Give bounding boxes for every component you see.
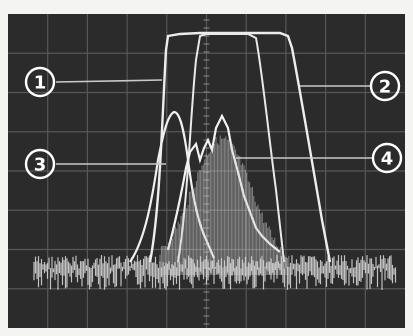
fuzz-strokes [159, 135, 290, 275]
trace-3 [129, 110, 216, 263]
marker-2-label: 2 [379, 77, 392, 98]
trace-4-fill [159, 135, 290, 275]
marker-4: 4 [371, 142, 403, 174]
marker-1: 1 [24, 66, 56, 98]
leader-line-1 [55, 79, 163, 83]
trace-2 [177, 33, 285, 263]
marker-1-label: 1 [34, 73, 47, 94]
marker-4-label: 4 [381, 149, 394, 170]
marker-3-label: 3 [34, 155, 47, 176]
marker-2: 2 [369, 70, 401, 102]
marker-3: 3 [24, 148, 56, 180]
